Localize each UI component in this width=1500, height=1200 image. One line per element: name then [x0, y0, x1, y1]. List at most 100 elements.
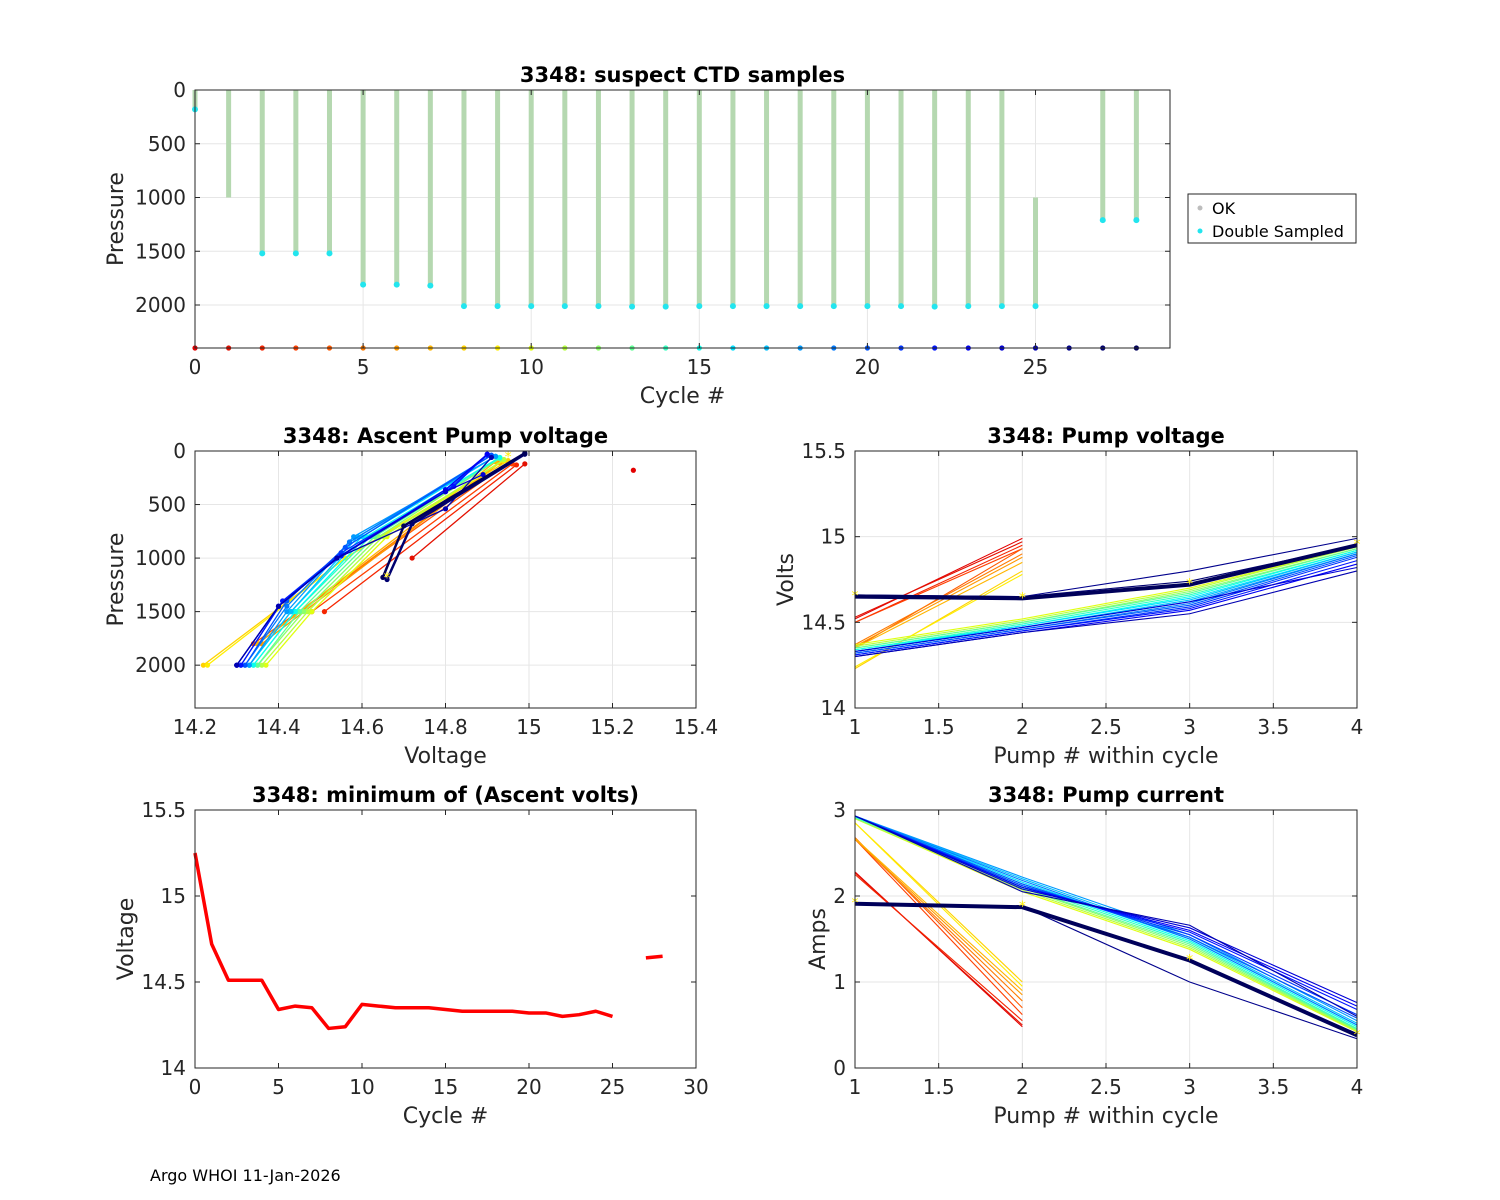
- x-tick-label: 25: [600, 1075, 625, 1099]
- y-tick-label: 15.5: [141, 798, 186, 822]
- ascent-voltage-point: [522, 450, 528, 456]
- pump-voltage-line: [854, 561, 1023, 649]
- double-sampled-point: [696, 303, 703, 310]
- double-sampled-point: [259, 250, 266, 257]
- x-tick-label: 5: [272, 1075, 285, 1099]
- x-tick-label: 20: [516, 1075, 541, 1099]
- ascent-voltage-point: [296, 609, 302, 615]
- pump-current-line: [854, 838, 1023, 996]
- x-axis-label: Pump # within cycle: [993, 744, 1218, 769]
- x-tick-label: 1: [849, 715, 862, 739]
- ascent-voltage-point: [480, 471, 486, 478]
- x-tick-label: 3: [1183, 1075, 1196, 1099]
- ascent-voltage-point: [300, 609, 307, 615]
- pump-voltage-line: [854, 549, 1358, 651]
- ascent-voltage-point: [309, 609, 315, 615]
- ascent-voltage-point: [238, 662, 244, 668]
- pump-voltage-line: [854, 554, 1358, 654]
- y-tick-label: 500: [148, 493, 186, 517]
- chart-title: 3348: Pump voltage: [987, 424, 1225, 448]
- star-marker: *: [1186, 577, 1193, 593]
- pump-voltage-line: [854, 570, 1358, 658]
- y-tick-label: 0: [173, 78, 186, 102]
- ascent-voltage-point: [255, 662, 261, 668]
- pump-voltage-line: [854, 548, 1358, 649]
- double-sampled-point: [595, 303, 602, 310]
- ascent-voltage-point: [493, 453, 499, 459]
- min-voltage-line: [193, 852, 614, 1031]
- double-sampled-point: [360, 281, 367, 288]
- axes: 1 1.5 2 2.5 3 3.5 4 14 14.5 15 15.5 3348: Pump volt…: [774, 424, 1363, 769]
- ascent-voltage-point: [484, 451, 490, 457]
- x-tick-label: 0: [189, 355, 202, 379]
- legend-double-sampled-marker: [1197, 228, 1203, 234]
- plot-area: [195, 90, 1170, 348]
- double-sampled-point: [427, 282, 434, 289]
- double-sampled-point: [326, 250, 333, 257]
- y-tick-label: 15: [821, 525, 846, 549]
- ascent-voltage-point: [284, 609, 290, 615]
- legend-double-sampled-label: Double Sampled: [1212, 222, 1344, 241]
- ascent-voltage-line: [411, 463, 526, 559]
- y-tick-label: 2: [833, 884, 846, 908]
- x-tick-label: 10: [349, 1075, 374, 1099]
- ascent-voltage-point: [513, 462, 520, 468]
- double-sampled-point: [460, 303, 467, 310]
- x-tick-label: 3.5: [1257, 1075, 1289, 1099]
- pump-current-line: [854, 818, 1358, 1033]
- ascent-voltage-point: [522, 461, 528, 467]
- y-axis-label: Amps: [806, 908, 831, 970]
- legend-ok-label: OK: [1212, 199, 1236, 218]
- x-tick-label: 1: [849, 1075, 862, 1099]
- x-axis-label: Cycle #: [403, 1104, 489, 1129]
- double-sampled-point: [1133, 217, 1140, 224]
- x-tick-label: 2.5: [1090, 1075, 1122, 1099]
- double-sampled-point: [494, 303, 501, 310]
- ascent-voltage-line: [265, 459, 505, 666]
- x-axis-label: Voltage: [404, 744, 487, 769]
- double-sampled-point: [965, 303, 972, 310]
- min-voltage-line: [645, 954, 663, 960]
- axes: 0 5 10 15 20 25 30 14 14.5 15 15.5 3348: minimum of…: [114, 783, 709, 1129]
- star-marker: *: [1019, 590, 1026, 606]
- y-axis-label: Volts: [774, 553, 799, 606]
- x-tick-label: 4: [1351, 1075, 1364, 1099]
- y-tick-label: 15.5: [801, 439, 846, 463]
- axes: 14.2 14.4 14.6 14.8 15 15.2 15.4 0 500 1000 1500 20…: [104, 424, 718, 769]
- ascent-voltage-point: [442, 489, 449, 495]
- pump-voltage-line: [854, 556, 1023, 647]
- pump-voltage-line: [854, 566, 1358, 653]
- y-tick-label: 500: [148, 132, 186, 156]
- ascent-voltage-point: [409, 555, 415, 561]
- pump-voltage-line: [854, 541, 1023, 618]
- footer-credit: Argo WHOI 11-Jan-2026: [150, 1166, 341, 1185]
- x-tick-label: 14.6: [340, 715, 385, 739]
- ascent-voltage-line: [257, 457, 501, 666]
- pump-current-line: [854, 815, 1358, 1017]
- y-tick-label: 2000: [135, 293, 186, 317]
- x-axis-label: Cycle #: [640, 384, 726, 409]
- x-tick-label: 15: [516, 715, 541, 739]
- y-tick-label: 0: [173, 439, 186, 463]
- y-tick-label: 14: [821, 696, 846, 720]
- double-sampled-point: [528, 303, 535, 310]
- ascent-voltage-point: [334, 555, 340, 561]
- y-tick-label: 15: [161, 884, 186, 908]
- ascent-voltage-point: [204, 662, 211, 668]
- ascent-voltage-point: [305, 609, 311, 615]
- chart-title: 3348: Pump current: [988, 783, 1224, 807]
- x-tick-label: 15.4: [674, 715, 719, 739]
- x-tick-label: 14.8: [423, 715, 468, 739]
- pump-voltage-line: [854, 573, 1023, 668]
- star-marker: *: [505, 449, 512, 465]
- y-tick-label: 2000: [135, 653, 186, 677]
- double-sampled-point: [763, 303, 770, 310]
- y-tick-label: 1000: [135, 186, 186, 210]
- double-sampled-point: [393, 281, 400, 288]
- x-tick-label: 15: [433, 1075, 458, 1099]
- y-axis-label: Pressure: [104, 533, 129, 627]
- legend-box: [1187, 193, 1357, 244]
